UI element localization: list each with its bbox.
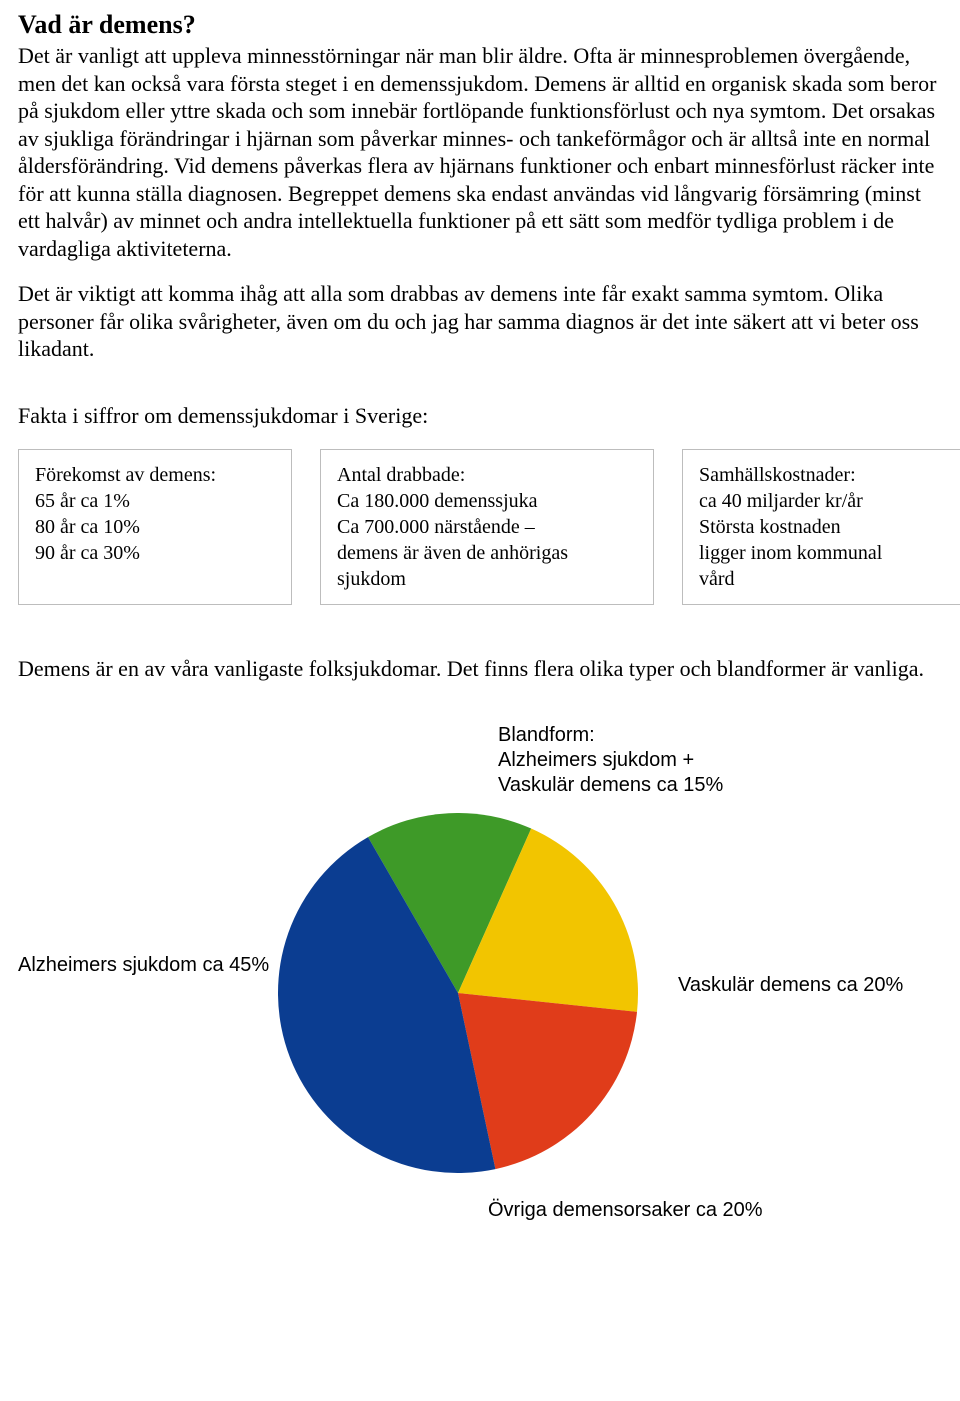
pie-label-vaskular: Vaskulär demens ca 20%	[678, 973, 938, 998]
pie-label-blandform: Blandform: Alzheimers sjukdom + Vaskulär…	[498, 723, 798, 798]
chart-intro-text: Demens är en av våra vanligaste folksjuk…	[18, 655, 942, 684]
pie-chart	[278, 813, 638, 1173]
page-title: Vad är demens?	[18, 10, 942, 40]
paragraph-1: Det är vanligt att uppleva minnesstörnin…	[18, 42, 942, 262]
fact-box-prevalence: Förekomst av demens: 65 år ca 1% 80 år c…	[18, 449, 292, 605]
pie-label-ovriga: Övriga demensorsaker ca 20%	[488, 1198, 888, 1223]
fact-box-costs: Samhällskostnader: ca 40 miljarder kr/år…	[682, 449, 960, 605]
pie-label-alzheimers: Alzheimers sjukdom ca 45%	[18, 953, 278, 978]
fact-box-affected: Antal drabbade: Ca 180.000 demenssjuka C…	[320, 449, 654, 605]
pie-svg	[278, 813, 638, 1173]
document-page: Vad är demens? Det är vanligt att upplev…	[0, 0, 960, 1243]
pie-chart-area: Blandform: Alzheimers sjukdom + Vaskulär…	[18, 723, 938, 1223]
facts-heading: Fakta i siffror om demenssjukdomar i Sve…	[18, 403, 942, 429]
fact-boxes: Förekomst av demens: 65 år ca 1% 80 år c…	[18, 449, 942, 605]
paragraph-2: Det är viktigt att komma ihåg att alla s…	[18, 280, 942, 363]
